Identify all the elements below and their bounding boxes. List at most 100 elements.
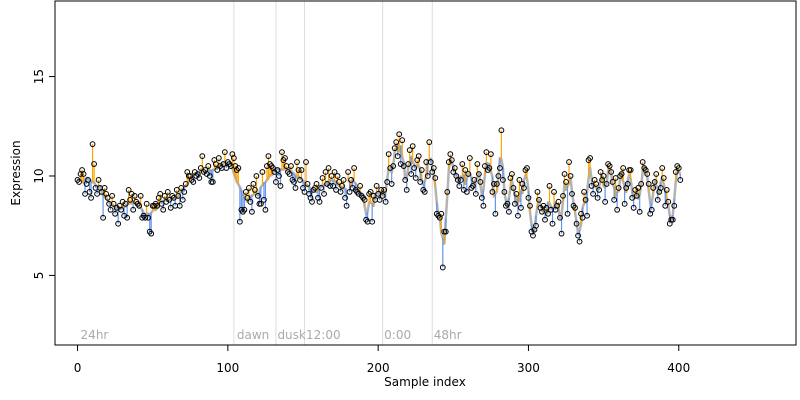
data-point bbox=[89, 141, 96, 148]
data-point bbox=[100, 214, 106, 221]
data-point bbox=[291, 179, 297, 185]
data-point bbox=[125, 187, 132, 193]
data-point bbox=[627, 167, 634, 173]
data-point bbox=[657, 185, 664, 191]
data-point bbox=[430, 165, 437, 171]
data-point bbox=[545, 210, 551, 217]
data-point bbox=[190, 179, 197, 185]
y-tick-label: 10 bbox=[32, 168, 46, 183]
data-point bbox=[274, 167, 281, 173]
data-point bbox=[439, 264, 446, 271]
x-axis-title: Sample index bbox=[384, 375, 466, 389]
data-point bbox=[304, 181, 311, 187]
data-point bbox=[176, 202, 183, 209]
data-point bbox=[294, 159, 300, 165]
data-point bbox=[575, 232, 581, 239]
data-point bbox=[339, 183, 345, 189]
data-point bbox=[316, 198, 323, 205]
data-point bbox=[602, 198, 609, 205]
data-point bbox=[587, 155, 593, 161]
data-point bbox=[549, 220, 556, 227]
data-point bbox=[318, 185, 324, 191]
data-point bbox=[405, 161, 412, 167]
data-point bbox=[501, 188, 508, 195]
data-point bbox=[635, 185, 642, 191]
data-point bbox=[477, 179, 484, 185]
data-point bbox=[515, 212, 521, 219]
data-point bbox=[297, 177, 303, 183]
data-point bbox=[427, 159, 434, 165]
data-point bbox=[509, 171, 515, 177]
data-point bbox=[675, 165, 682, 171]
data-point bbox=[527, 202, 533, 209]
y-tick-label: 5 bbox=[32, 272, 46, 280]
data-point bbox=[388, 181, 395, 187]
data-point bbox=[390, 163, 397, 169]
data-point bbox=[524, 165, 530, 171]
data-point bbox=[672, 169, 679, 175]
data-point bbox=[615, 185, 622, 191]
data-point bbox=[576, 238, 583, 245]
data-point bbox=[95, 177, 102, 183]
data-point bbox=[115, 220, 122, 227]
data-point bbox=[394, 153, 401, 159]
data-point bbox=[361, 196, 368, 203]
annotation-label: 48hr bbox=[434, 328, 462, 342]
data-point bbox=[558, 230, 565, 237]
data-point bbox=[328, 173, 335, 179]
data-point bbox=[337, 188, 344, 195]
data-point bbox=[478, 194, 485, 201]
data-point bbox=[406, 147, 413, 154]
data-point bbox=[209, 179, 216, 185]
annotation-label: 24hr bbox=[81, 328, 109, 342]
data-point bbox=[650, 185, 657, 191]
data-point bbox=[127, 196, 134, 203]
data-point bbox=[594, 194, 601, 201]
data-point bbox=[244, 194, 251, 201]
data-point bbox=[474, 161, 481, 167]
data-point bbox=[609, 179, 616, 185]
data-point bbox=[442, 228, 449, 235]
data-point bbox=[534, 188, 541, 195]
data-point bbox=[566, 159, 572, 165]
data-point bbox=[396, 131, 403, 138]
data-point bbox=[179, 196, 186, 203]
data-point bbox=[555, 198, 562, 205]
data-point bbox=[497, 165, 503, 171]
data-point bbox=[292, 185, 299, 191]
data-point bbox=[490, 181, 497, 187]
data-point bbox=[584, 212, 590, 219]
data-point bbox=[466, 155, 473, 161]
data-point bbox=[525, 194, 532, 201]
data-points bbox=[74, 127, 684, 271]
data-point bbox=[137, 192, 144, 199]
data-point bbox=[654, 196, 661, 203]
annotation-label: 12:00 bbox=[306, 328, 341, 342]
data-point bbox=[665, 198, 672, 205]
data-point bbox=[487, 151, 494, 158]
data-point bbox=[107, 206, 114, 213]
data-point bbox=[492, 210, 499, 217]
data-point bbox=[181, 188, 188, 195]
data-point bbox=[644, 171, 651, 177]
data-point bbox=[475, 171, 482, 177]
data-point bbox=[247, 198, 254, 205]
data-point bbox=[412, 175, 419, 181]
data-point bbox=[258, 200, 264, 207]
data-point bbox=[518, 204, 524, 211]
data-point bbox=[367, 188, 374, 195]
data-point bbox=[319, 175, 326, 181]
data-point bbox=[567, 173, 574, 179]
data-point bbox=[663, 187, 670, 193]
data-point bbox=[620, 165, 627, 171]
data-point bbox=[282, 155, 288, 161]
data-point bbox=[603, 181, 610, 187]
data-point bbox=[298, 167, 305, 173]
data-point bbox=[241, 206, 248, 213]
data-point bbox=[379, 192, 386, 199]
data-point bbox=[512, 200, 518, 207]
data-point bbox=[385, 151, 392, 158]
data-point bbox=[322, 169, 329, 175]
data-point bbox=[444, 188, 451, 195]
data-point bbox=[259, 169, 266, 175]
